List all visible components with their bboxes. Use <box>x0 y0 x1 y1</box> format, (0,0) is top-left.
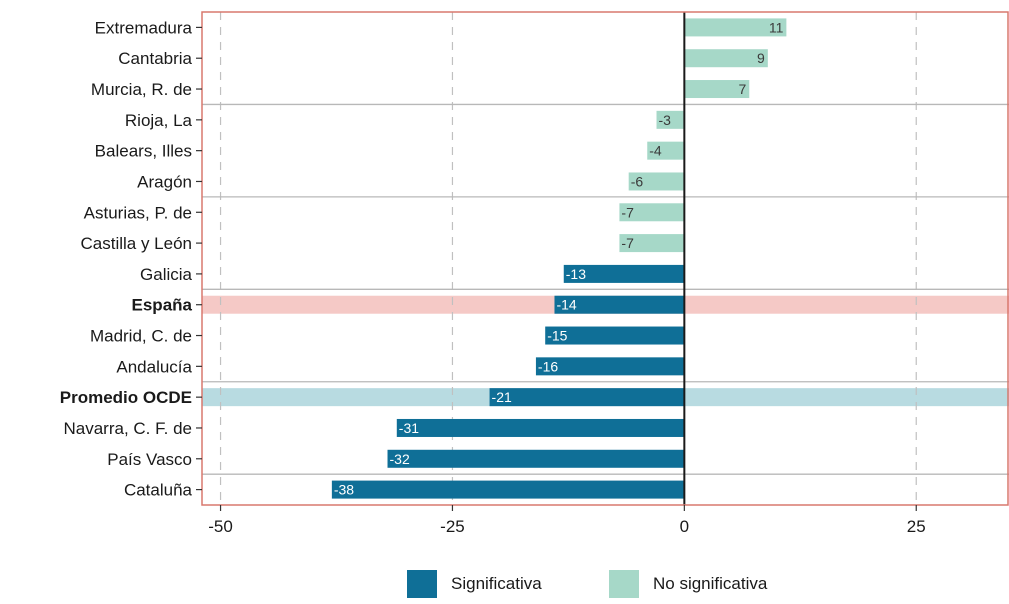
legend-item-no-significativa: No significativa <box>609 570 767 598</box>
data-label-5: -4 <box>649 143 662 159</box>
bar-6 <box>628 172 685 191</box>
bar-9 <box>563 264 685 283</box>
category-label-14: Navarra, C. F. de <box>64 419 193 438</box>
legend-label-significativa: Significativa <box>451 574 542 593</box>
category-label-7: Asturias, P. de <box>84 203 192 222</box>
legend-label-no-significativa: No significativa <box>653 574 768 593</box>
x-tick-label-4: 25 <box>907 517 926 536</box>
category-label-15: País Vasco <box>107 450 192 469</box>
bar-8 <box>619 234 685 253</box>
category-label-5: Balears, Illes <box>95 142 192 161</box>
bar-11 <box>545 326 685 345</box>
bar-15 <box>387 449 685 468</box>
bar-16 <box>331 480 685 499</box>
data-label-9: -13 <box>566 266 586 282</box>
data-label-7: -7 <box>621 204 634 220</box>
category-label-9: Galicia <box>140 265 193 284</box>
bar-10 <box>554 295 685 314</box>
data-label-10: -14 <box>556 297 576 313</box>
bar-1 <box>684 18 787 37</box>
data-label-6: -6 <box>631 173 644 189</box>
legend-item-significativa: Significativa <box>407 570 542 598</box>
category-label-16: Cataluña <box>124 481 193 500</box>
data-label-4: -3 <box>659 112 672 128</box>
data-label-15: -32 <box>390 451 410 467</box>
data-label-1: 11 <box>769 19 784 35</box>
data-label-2: 9 <box>757 50 765 66</box>
data-label-8: -7 <box>621 235 634 251</box>
category-label-10: España <box>132 296 193 315</box>
x-tick-label-2: -25 <box>440 517 465 536</box>
data-label-14: -31 <box>399 420 419 436</box>
legend-swatch-significativa <box>407 570 437 598</box>
panel-frame <box>201 11 1009 506</box>
x-tick-label-1: -50 <box>208 517 233 536</box>
category-label-3: Murcia, R. de <box>91 80 192 99</box>
category-label-12: Andalucía <box>116 357 192 376</box>
bar-12 <box>535 357 685 376</box>
data-label-11: -15 <box>547 328 567 344</box>
category-label-2: Cantabria <box>118 49 192 68</box>
x-tick-label-3: 0 <box>680 517 689 536</box>
bar-5 <box>647 141 685 160</box>
category-label-13: Promedio OCDE <box>60 388 192 407</box>
bar-7 <box>619 203 685 222</box>
data-label-3: 7 <box>738 81 746 97</box>
bar-14 <box>396 418 685 437</box>
data-label-13: -21 <box>492 389 512 405</box>
data-label-12: -16 <box>538 358 558 374</box>
data-label-16: -38 <box>334 482 354 498</box>
legend-swatch-no-significativa <box>609 570 639 598</box>
category-label-8: Castilla y León <box>80 234 192 253</box>
legend: Significativa No significativa <box>0 570 1009 604</box>
category-label-1: Extremadura <box>95 18 193 37</box>
bar-2 <box>684 49 768 68</box>
category-label-4: Rioja, La <box>125 111 193 130</box>
bar-3 <box>684 80 750 99</box>
category-label-6: Aragón <box>137 172 192 191</box>
bar-4 <box>656 110 685 129</box>
bar-13 <box>489 388 685 407</box>
category-label-11: Madrid, C. de <box>90 327 192 346</box>
